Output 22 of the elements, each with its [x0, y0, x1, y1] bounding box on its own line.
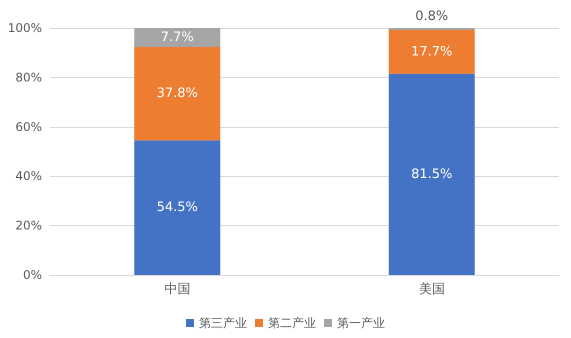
y-tick-label: 0%: [22, 268, 42, 282]
x-tick-label: 中国: [164, 282, 190, 297]
data-label: 0.8%: [415, 9, 448, 24]
bar: [388, 30, 475, 74]
bar: [388, 74, 475, 275]
legend-label: 第三产业: [199, 316, 247, 330]
data-label: 54.5%: [156, 200, 198, 216]
y-tick-label: 60%: [15, 120, 42, 134]
y-tick-label: 40%: [15, 169, 42, 184]
x-tick-label: 美国: [418, 281, 445, 297]
bar: [134, 140, 220, 275]
bar: [134, 28, 220, 48]
y-tick-label: 100%: [8, 21, 42, 35]
y-tick-label: 20%: [15, 218, 42, 233]
legend-label: 第一产业: [337, 316, 385, 330]
legend-label: 第二产业: [268, 316, 316, 330]
y-tick-label: 80%: [15, 70, 42, 84]
data-label: 17.7%: [411, 44, 452, 60]
data-label: 7.7%: [160, 30, 194, 46]
data-label: 81.5%: [411, 166, 452, 182]
data-label: 37.8%: [156, 86, 198, 102]
bar: [134, 47, 220, 140]
